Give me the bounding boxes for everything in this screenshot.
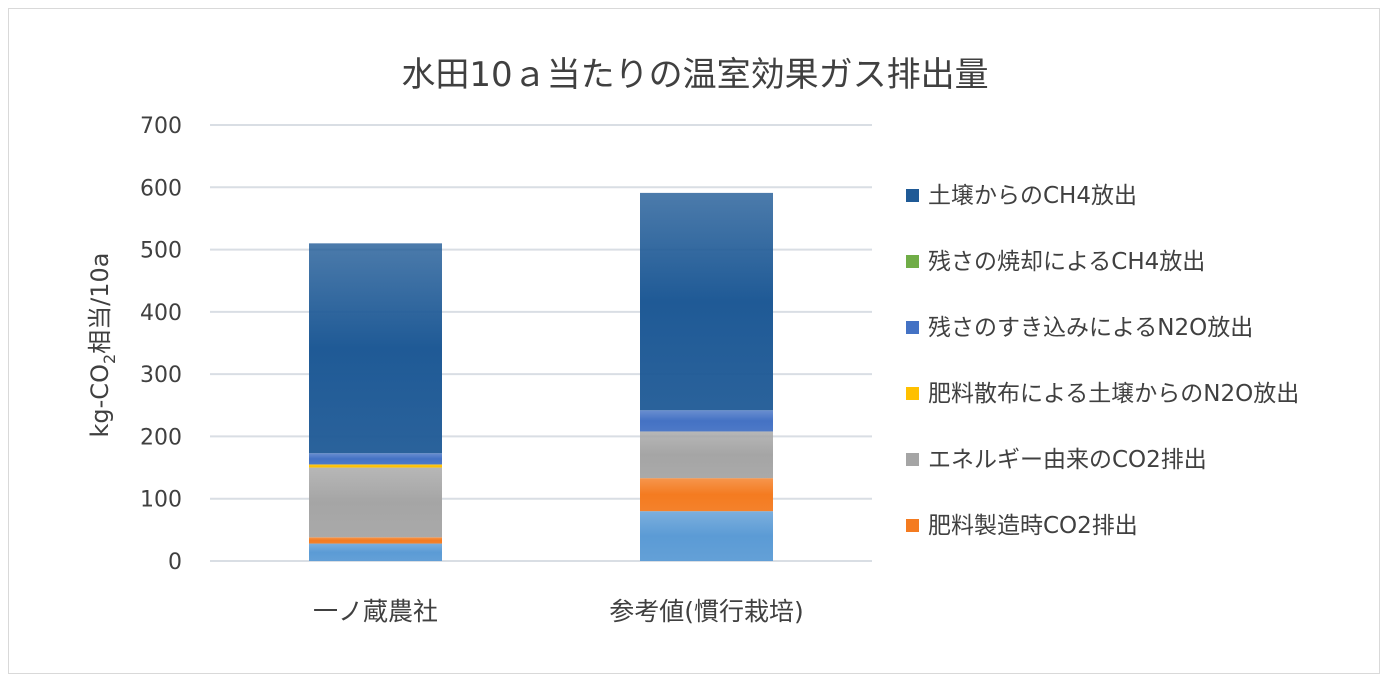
bar-segment: [309, 543, 442, 561]
y-tick-label: 500: [140, 239, 182, 264]
y-tick-label: 0: [168, 550, 182, 575]
category-label: 一ノ蔵農社: [313, 597, 438, 626]
bar-segment: [640, 511, 773, 561]
legend-label: 肥料散布による土壌からのN2O放出: [928, 381, 1299, 407]
bar-segment: [640, 410, 773, 432]
legend-swatch: [906, 453, 919, 466]
chart-frame: [8, 8, 1380, 674]
legend-swatch: [906, 255, 919, 268]
y-tick-label: 700: [140, 114, 182, 139]
legend-label: エネルギー由来のCO2排出: [928, 447, 1207, 473]
legend-swatch: [906, 321, 919, 334]
legend-label: 残さのすき込みによるN2O放出: [928, 315, 1253, 341]
chart-title: 水田10ａ当たりの温室効果ガス排出量: [401, 55, 988, 95]
y-tick-label: 200: [140, 425, 182, 450]
legend-label: 土壌からのCH4放出: [928, 183, 1137, 209]
y-tick-label: 400: [140, 301, 182, 326]
y-tick-label: 100: [140, 488, 182, 513]
category-label: 参考値(慣行栽培): [609, 597, 804, 626]
legend-label: 肥料製造時CO2排出: [928, 513, 1138, 539]
bar-segment: [309, 243, 442, 454]
legend-swatch: [906, 189, 919, 202]
bar-segment: [640, 478, 773, 512]
bar-segment: [309, 537, 442, 544]
bar-segment: [640, 192, 773, 411]
bar-segment: [309, 467, 442, 538]
bar-segment: [640, 431, 773, 479]
bar-segment: [309, 464, 442, 468]
y-tick-label: 600: [140, 176, 182, 201]
legend-swatch: [906, 387, 919, 400]
legend-swatch: [906, 519, 919, 532]
y-axis-label: kg-CO2相当/10a: [86, 253, 119, 438]
legend-label: 残さの焼却によるCH4放出: [928, 249, 1205, 275]
bar-segment: [309, 453, 442, 465]
y-tick-label: 300: [140, 363, 182, 388]
